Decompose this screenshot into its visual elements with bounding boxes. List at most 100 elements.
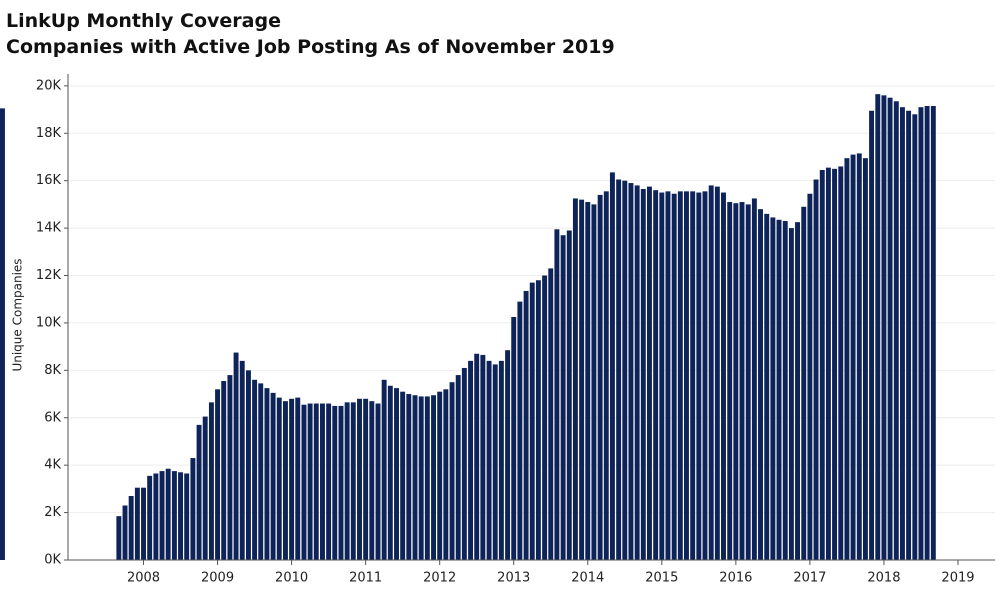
bar	[572, 198, 578, 560]
bar	[844, 158, 850, 560]
bar	[326, 403, 332, 560]
bar	[523, 290, 529, 560]
chart-subtitle: Companies with Active Job Posting As of …	[6, 36, 615, 58]
bar	[498, 360, 504, 560]
bar	[788, 228, 794, 560]
bar	[850, 154, 856, 561]
bar	[869, 110, 875, 560]
bar	[591, 204, 597, 560]
bar	[758, 209, 763, 560]
bar	[548, 268, 554, 560]
bar	[795, 222, 800, 561]
x-tick-label: 2008	[127, 571, 160, 586]
bar	[165, 468, 171, 560]
x-tick-label: 2010	[275, 571, 308, 586]
bar	[609, 172, 615, 560]
y-tick-label: 2K	[44, 505, 61, 520]
x-tick-label: 2015	[645, 571, 678, 586]
chart-title: LinkUp Monthly Coverage	[6, 10, 281, 32]
bar	[128, 495, 134, 560]
bar	[301, 404, 307, 560]
bar	[369, 401, 375, 560]
bar	[690, 191, 696, 560]
bar	[474, 353, 480, 560]
bar	[215, 389, 221, 560]
bar	[930, 106, 936, 560]
bar	[745, 204, 751, 560]
bar	[906, 110, 912, 560]
bar	[320, 403, 325, 560]
bar	[770, 217, 776, 561]
x-tick-label: 2009	[201, 571, 234, 586]
bar	[875, 94, 881, 561]
bar	[918, 107, 924, 560]
bar	[480, 354, 486, 560]
bar	[585, 202, 591, 560]
bar	[646, 186, 652, 561]
bar	[653, 190, 659, 561]
bar	[764, 213, 770, 560]
bar	[282, 401, 288, 560]
bar	[239, 360, 245, 560]
bar	[406, 394, 412, 560]
bar	[819, 170, 825, 560]
bar	[363, 398, 369, 560]
bar	[893, 101, 899, 560]
y-axis-label: Unique Companies	[11, 258, 25, 371]
bar	[542, 275, 548, 560]
bar	[196, 424, 202, 560]
bar	[801, 206, 807, 560]
x-tick-label: 2012	[423, 571, 456, 586]
x-tick-label: 2013	[497, 571, 530, 586]
bar	[825, 167, 831, 560]
bar	[375, 403, 381, 560]
bar	[122, 505, 128, 560]
bar	[659, 192, 665, 560]
bar	[178, 472, 184, 560]
bar	[739, 202, 745, 560]
bar	[394, 388, 399, 560]
bar	[431, 395, 437, 560]
bar	[912, 114, 918, 561]
bar	[535, 280, 541, 560]
bar	[511, 317, 517, 560]
bar	[141, 487, 146, 560]
y-tick-label: 20K	[36, 78, 62, 93]
bar	[862, 158, 868, 560]
bar	[270, 392, 276, 560]
bar	[702, 191, 708, 560]
bar	[227, 375, 233, 560]
bar	[276, 397, 282, 560]
x-tick-label: 2017	[793, 571, 826, 586]
bar	[153, 473, 159, 560]
y-tick-label: 10K	[36, 315, 62, 330]
y-tick-label: 6K	[44, 410, 61, 425]
bar	[350, 402, 356, 560]
bar	[856, 153, 862, 561]
bar	[622, 180, 628, 560]
bar	[357, 398, 362, 560]
bar	[505, 350, 511, 560]
bar	[881, 95, 887, 561]
bar	[714, 186, 720, 561]
bar	[313, 403, 319, 560]
bar	[616, 179, 622, 560]
bar	[529, 282, 535, 560]
bar	[338, 405, 344, 560]
bar	[492, 364, 498, 560]
bar	[449, 382, 455, 560]
bar	[887, 97, 893, 561]
y-tick-label: 12K	[36, 268, 62, 283]
y-tick-label: 14K	[36, 221, 62, 236]
bar	[560, 235, 566, 560]
bar	[171, 471, 177, 560]
bar	[597, 194, 603, 560]
bar	[899, 107, 905, 560]
y-tick-label: 0K	[44, 553, 61, 568]
bar	[264, 388, 270, 560]
bar	[751, 198, 757, 560]
bar	[776, 219, 782, 561]
bar	[116, 516, 122, 560]
bar	[807, 193, 813, 560]
